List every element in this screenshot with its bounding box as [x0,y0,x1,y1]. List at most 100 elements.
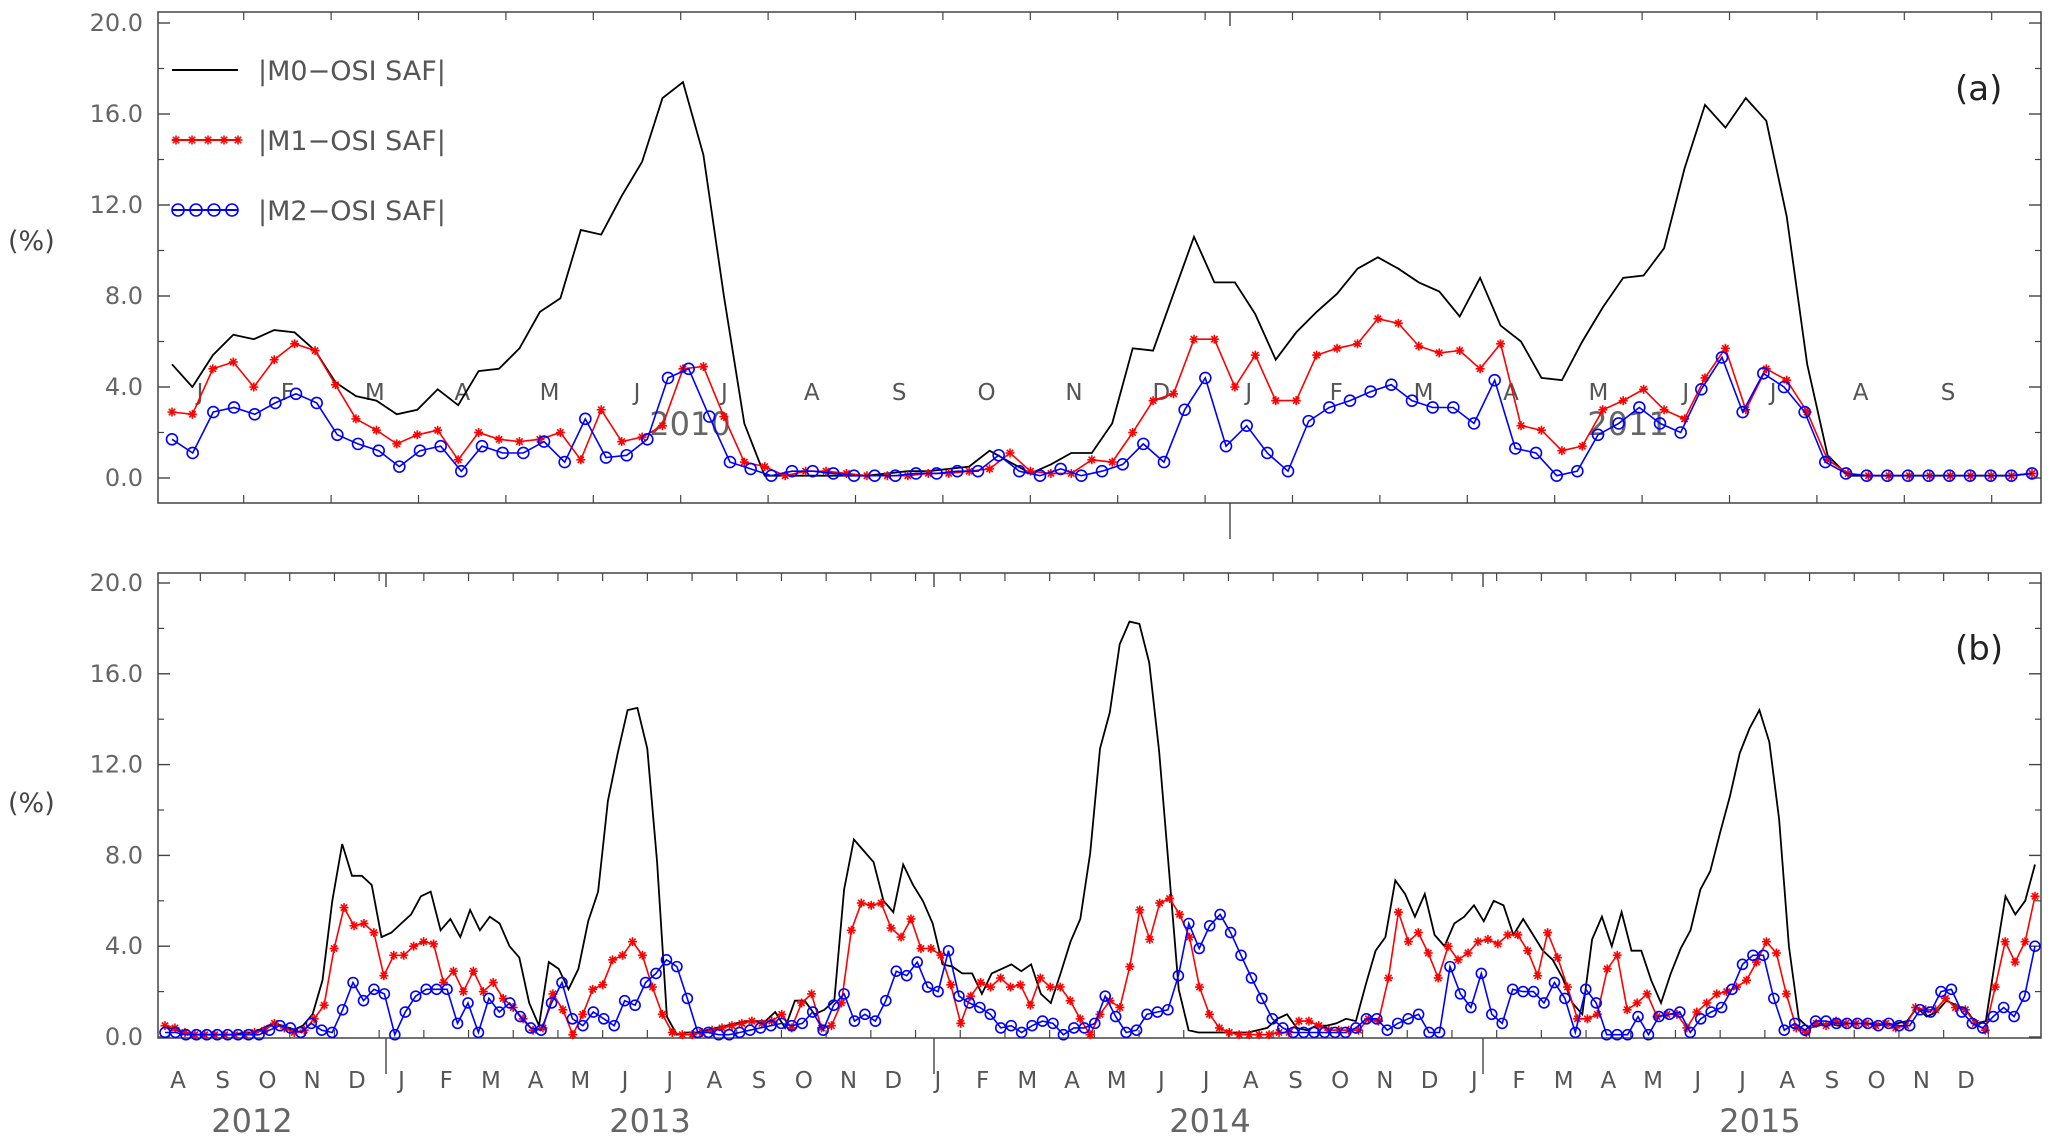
point-m1 [558,1005,568,1015]
month-label: J [664,1068,673,1094]
point-m2 [932,985,944,998]
point-m2 [368,983,380,996]
point-m2 [399,1006,412,1018]
point-m2 [1506,983,1519,996]
point-m1 [1659,405,1669,415]
point-m2 [744,462,757,476]
point-m2 [1120,1026,1132,1039]
point-m2 [1591,428,1605,442]
point-m1 [1483,934,1493,944]
legend-m1-marker [233,135,243,145]
point-m2 [2029,940,2041,953]
month-label: F [976,1068,989,1094]
ytick-label: 0.0 [105,464,143,492]
point-m2 [971,464,985,478]
point-m1 [1533,971,1543,981]
point-m2 [326,1026,338,1039]
point-m1 [618,950,628,960]
point-m2 [1695,382,1708,396]
point-m1 [777,1009,787,1019]
point-m2 [1256,992,1268,1005]
point-m1 [1209,334,1219,344]
legend-m2-marker [225,203,239,217]
point-m1 [419,937,429,947]
point-m1 [807,989,817,999]
point-m2 [310,396,323,410]
point-m2 [248,407,261,421]
point-m2 [629,999,641,1012]
point-m1 [458,987,468,997]
month-label: A [707,1068,723,1094]
point-m2 [1426,401,1439,414]
point-m1 [1618,396,1628,406]
point-m2 [535,1024,547,1036]
point-m1 [1443,941,1453,951]
legend: |M0−OSI SAF| |M1−OSI SAF| |M2−OSI SAF| [171,56,446,227]
point-m1 [1761,937,1771,947]
point-m2 [1590,997,1603,1009]
panel-b-ylabel: (%) [8,788,55,819]
month-label: F [1512,1068,1525,1094]
point-m2 [1963,469,1977,483]
point-m2 [347,976,359,989]
point-m1 [1742,975,1752,985]
point-m1 [1312,350,1322,360]
ytick-label: 12.0 [90,191,143,219]
point-m2 [1569,1026,1582,1039]
month-label: S [752,1068,767,1094]
point-m1 [1557,446,1567,456]
point-m2 [1715,351,1729,364]
legend-m1-marker [187,135,197,145]
month-label: O [1868,1068,1886,1094]
point-m2 [566,1013,579,1025]
point-m1 [369,928,379,938]
point-m2 [681,992,694,1005]
point-m2 [1364,385,1377,398]
point-m2 [1943,469,1956,483]
point-m1 [167,407,177,417]
point-m2 [911,956,923,968]
point-m1 [1413,928,1423,938]
point-m1 [331,380,341,390]
point-m2 [1054,462,1067,476]
point-m2 [413,444,427,458]
month-label: J [1201,1068,1210,1094]
point-m1 [269,355,279,365]
point-m1 [310,346,320,356]
point-m1 [429,939,439,949]
point-m2 [1203,919,1216,932]
point-m1 [1475,364,1485,374]
month-label: A [1853,380,1869,406]
point-m2 [1302,414,1315,428]
point-m2 [1026,1019,1038,1032]
point-m2 [994,1022,1007,1034]
point-m2 [1548,976,1561,989]
point-m2 [1157,455,1171,469]
point-m1 [996,973,1006,983]
point-m2 [393,460,406,473]
point-m2 [984,1008,997,1021]
point-m2 [1819,455,1832,469]
point-m1 [576,455,586,465]
point-m2 [253,1028,265,1041]
point-m2 [765,1019,777,1032]
point-m2 [930,467,943,480]
panel-a: 0.04.08.012.016.020.0J F M A M J J A S O N D J F M A M J J… [8,9,2042,539]
point-m2 [620,448,633,462]
panel-b-frame [157,572,2042,1039]
point-m2 [1433,1026,1446,1039]
point-m2 [493,1006,506,1018]
point-m2 [1799,1024,1811,1036]
point-m2 [702,1026,715,1039]
point-m2 [1405,394,1419,407]
point-m1 [1536,425,1546,435]
point-m1 [1224,1027,1234,1037]
point-m1 [1563,982,1572,992]
year-label: 2013 [609,1102,690,1140]
point-m2 [1447,401,1460,414]
point-m2 [806,464,819,478]
point-m1 [474,428,484,437]
point-m1 [1075,1014,1085,1024]
point-m2 [1199,371,1212,385]
month-label: M [1107,1068,1127,1094]
